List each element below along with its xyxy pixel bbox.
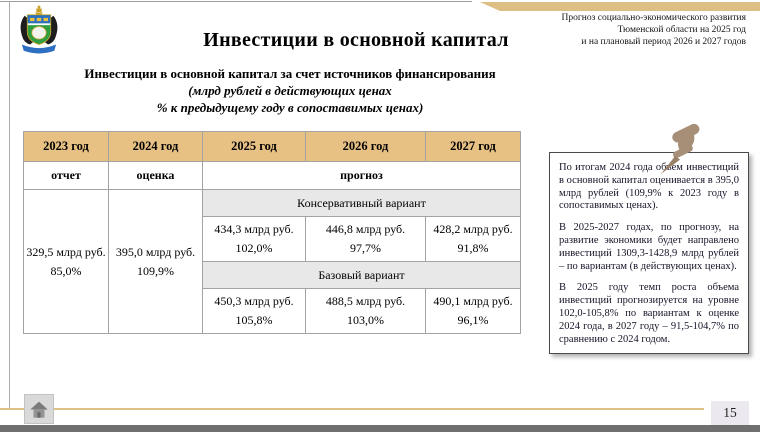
conservative-2026-value: 446,8 млрд руб. [325, 222, 406, 236]
base-2026-percent: 103,0% [347, 313, 384, 327]
conservative-2027-value: 428,2 млрд руб. [433, 222, 513, 236]
conservative-variant-label: Консервативный вариант [202, 189, 521, 217]
table-conservative-header-row: 329,5 млрд руб. 85,0% 395,0 млрд руб. 10… [23, 189, 521, 334]
bottom-bar [0, 425, 760, 432]
base-2027-value: 490,1 млрд руб. [433, 294, 513, 308]
status-report: отчет [23, 161, 109, 190]
corner-note-line3: и на плановый период 2026 и 2027 годов [581, 37, 746, 47]
conservative-2025-percent: 102,0% [235, 241, 273, 255]
cell-conservative-2025: 434,3 млрд руб. 102,0% [202, 216, 306, 262]
cell-2024: 395,0 млрд руб. 109,9% [108, 189, 203, 334]
base-values-row: 450,3 млрд руб. 105,8% 488,5 млрд руб. 1… [24, 288, 521, 334]
table-base-header-row: Базовый вариант [24, 261, 521, 289]
table-caption-units-line2: % к предыдущему году в сопоставимых цена… [156, 100, 424, 115]
year-header-2023: 2023 год [23, 131, 109, 162]
home-icon [30, 401, 48, 418]
table-caption: Инвестиции в основной капитал за счет ис… [84, 66, 496, 81]
note-paragraph-3: В 2025 году темп роста объема инвестиций… [559, 282, 739, 345]
base-2026-value: 488,5 млрд руб. [325, 294, 406, 308]
base-2025-value: 450,3 млрд руб. [214, 294, 294, 308]
cell-conservative-2026: 446,8 млрд руб. 97,7% [305, 216, 426, 262]
home-button[interactable] [24, 394, 54, 424]
footer-accent-line [0, 408, 704, 410]
year-header-2025: 2025 год [202, 131, 306, 162]
conservative-2027-percent: 91,8% [457, 241, 489, 255]
corner-accent-band [480, 2, 760, 11]
base-2025-percent: 105,8% [235, 313, 273, 327]
conservative-values-row: 434,3 млрд руб. 102,0% 446,8 млрд руб. 9… [24, 216, 521, 262]
cell-base-2027: 490,1 млрд руб. 96,1% [425, 288, 521, 334]
cell-2023-percent: 85,0% [50, 263, 82, 278]
status-forecast: прогноз [202, 161, 521, 190]
investments-table: 2023 год 2024 год 2025 год 2026 год 2027… [23, 131, 521, 334]
page-number: 15 [711, 401, 749, 425]
note-paragraph-1: По итогам 2024 года объем инвестиций в о… [559, 162, 739, 212]
table-year-header-row: 2023 год 2024 год 2025 год 2026 год 2027… [23, 131, 521, 162]
cell-base-2025: 450,3 млрд руб. 105,8% [202, 288, 306, 334]
base-variant-label: Базовый вариант [202, 261, 521, 289]
left-border-line [9, 1, 10, 408]
slide-corner-note: Прогноз социально-экономического развити… [466, 12, 746, 48]
cell-base-2026: 488,5 млрд руб. 103,0% [305, 288, 426, 334]
corner-note-line1: Прогноз социально-экономического развити… [561, 13, 746, 23]
cell-2024-percent: 109,9% [137, 263, 174, 278]
tyumen-oblast-coat-of-arms-icon [20, 5, 58, 54]
base-2027-percent: 96,1% [457, 313, 489, 327]
corner-note-line2: Тюменской области на 2025 год [617, 25, 746, 35]
year-header-2024: 2024 год [108, 131, 203, 162]
table-caption-units-line1: (млрд рублей в действующих ценах [188, 83, 392, 98]
conservative-2025-value: 434,3 млрд руб. [214, 222, 294, 236]
cell-conservative-2027: 428,2 млрд руб. 91,8% [425, 216, 521, 262]
cell-2023: 329,5 млрд руб. 85,0% [23, 189, 109, 334]
pushpin-icon [660, 124, 700, 175]
note-paragraph-2: В 2025-2027 годах, по прогнозу, на разви… [559, 222, 739, 272]
table-caption-block: Инвестиции в основной капитал за счет ис… [0, 65, 580, 116]
top-border-line [0, 1, 472, 2]
page-title: Инвестиции в основной капитал [203, 29, 509, 51]
conservative-2026-percent: 97,7% [350, 241, 381, 255]
cell-2023-value: 329,5 млрд руб. [26, 244, 106, 259]
year-header-2026: 2026 год [305, 131, 426, 162]
cell-2024-value: 395,0 млрд руб. [115, 244, 196, 259]
table-status-row: отчет оценка прогноз [23, 161, 521, 190]
commentary-note-box: По итогам 2024 года объем инвестиций в о… [549, 152, 749, 354]
year-header-2027: 2027 год [425, 131, 521, 162]
status-estimate: оценка [108, 161, 203, 190]
